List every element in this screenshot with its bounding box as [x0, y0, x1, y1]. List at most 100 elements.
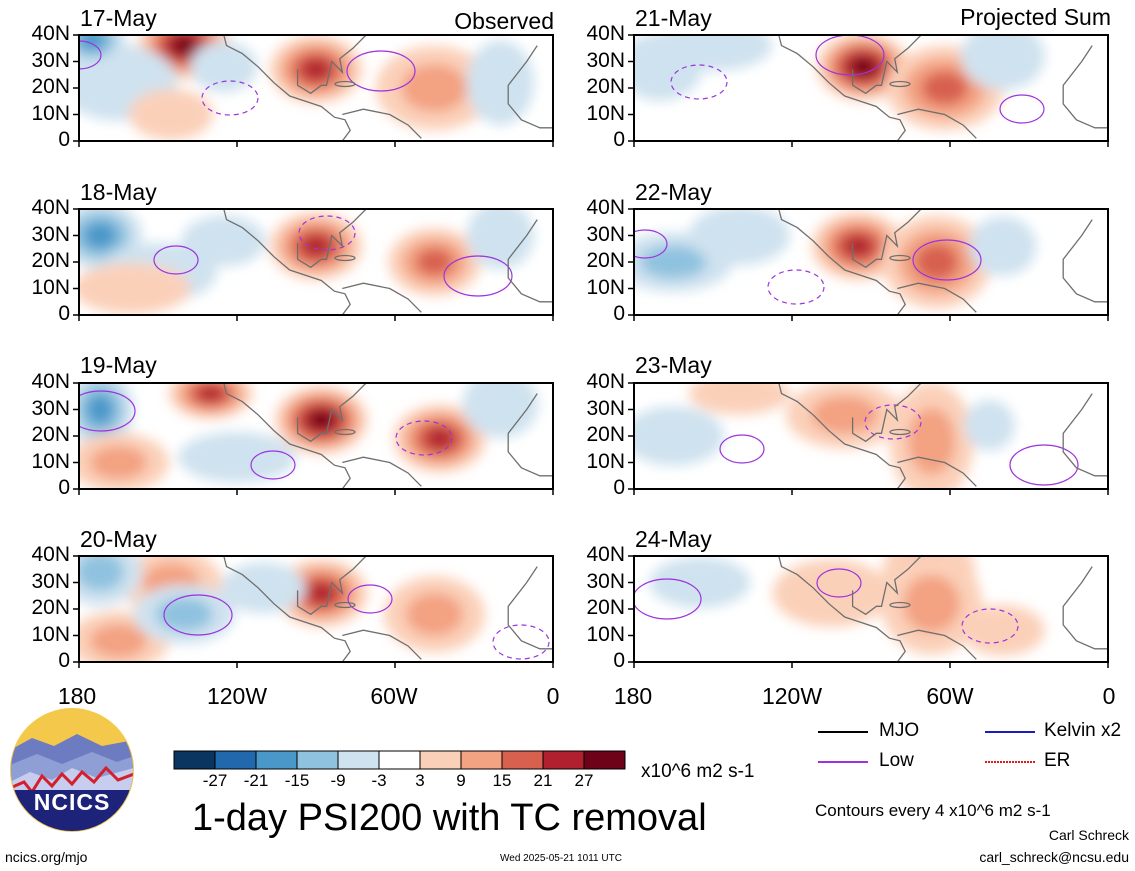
lon-label-left-0: 180 — [57, 683, 97, 709]
lat-label-r2-c1-2: 20N — [586, 423, 625, 446]
anomaly-blob-22-May-2-1 — [640, 245, 707, 279]
lon-label-right-1: 120W — [761, 683, 823, 709]
lat-label-r3-c0-4: 0 — [58, 649, 70, 672]
anomaly-blob-24-May-3-0 — [649, 557, 751, 608]
ncics-logo: NCICS — [10, 708, 134, 832]
lat-label-r2-c0-2: 20N — [31, 423, 70, 446]
contour-18-May-1 — [298, 215, 356, 251]
coast-cuba-19-May — [334, 428, 356, 436]
lat-label-r1-c0-3: 10N — [31, 275, 70, 299]
coast-americas-west-22-May — [778, 209, 906, 315]
colorbar-label-2: -15 — [284, 771, 310, 790]
observed-tag: Observed — [454, 8, 554, 34]
contour-note: Contours every 4 x10^6 m2 s-1 — [815, 801, 1051, 820]
lat-label-r1-c0-0: 40N — [31, 196, 70, 219]
footer-url[interactable]: ncics.org/mjo — [5, 849, 88, 865]
coast-africa-20-May — [507, 566, 553, 650]
legend-label-er: ER — [1044, 750, 1071, 771]
coast-cuba-21-May — [889, 80, 911, 88]
projected-tag: Projected Sum — [960, 4, 1111, 30]
lat-label-r3-c1-3: 10N — [586, 622, 625, 646]
lon-label-right-0: 180 — [613, 683, 653, 709]
anomaly-blob-18-May-0-3 — [301, 235, 331, 257]
lat-label-r0-c0-3: 10N — [31, 101, 70, 125]
coast-sa-north-20-May — [342, 629, 422, 660]
legend-label-kelvin: Kelvin x2 — [1044, 720, 1122, 741]
map-panel-19-May — [73, 382, 554, 495]
contour-24-May-1 — [961, 608, 1019, 644]
anomaly-blob-20-May-2-1 — [405, 592, 464, 636]
anomaly-blob-24-May-2-0 — [772, 559, 891, 628]
colorbar-box-0 — [173, 750, 216, 770]
anomaly-blob-17-May-1-4 — [172, 37, 196, 54]
colorbar-box-6 — [419, 750, 462, 770]
legend-label-low: Low — [879, 750, 914, 771]
contour-20-May-1 — [492, 624, 550, 660]
panel-date-7: 24-May — [635, 526, 712, 552]
contour-17-May-1 — [201, 80, 259, 116]
contour-24-May-2 — [634, 578, 702, 620]
colorbar-box-8 — [501, 750, 544, 770]
lon-label-left-3: 0 — [546, 683, 560, 709]
anomaly-blob-23-May-1-1 — [811, 395, 879, 434]
panel-date-6: 23-May — [635, 352, 712, 378]
lat-label-r1-c0-4: 0 — [58, 302, 70, 325]
anomaly-blob-23-May-3-0 — [964, 399, 1015, 451]
contour-20-May-0 — [347, 584, 393, 614]
anomaly-blob-20-May-5-1 — [155, 597, 213, 632]
lat-label-r3-c1-1: 30N — [586, 569, 625, 593]
coast-gulf-19-May — [296, 383, 368, 443]
anomaly-blob-24-May-4-0 — [960, 604, 1045, 656]
anomaly-blob-17-May-5-0 — [466, 40, 535, 126]
lat-label-r0-c0-4: 0 — [58, 128, 70, 151]
anomaly-blob-19-May-2-3 — [197, 385, 224, 402]
lat-label-r0-c1-2: 20N — [586, 75, 625, 98]
map-panels — [73, 34, 1109, 668]
colorbar-label-4: -3 — [371, 771, 387, 790]
coast-gulf-22-May — [851, 209, 923, 269]
anomaly-blob-23-May-4-0 — [688, 383, 790, 415]
anomaly-blob-17-May-7-0 — [129, 89, 214, 140]
lat-label-r2-c1-1: 30N — [586, 396, 625, 420]
lat-label-r1-c1-0: 40N — [586, 196, 625, 219]
colorbar-box-5 — [378, 750, 421, 770]
anomaly-blob-18-May-6-0 — [79, 263, 191, 314]
lat-label-r1-c1-4: 0 — [613, 302, 625, 325]
coast-gulf-21-May — [851, 35, 923, 95]
contour-21-May-0 — [999, 94, 1045, 124]
lat-label-r2-c0-4: 0 — [58, 476, 70, 499]
lat-label-r1-c0-1: 30N — [31, 222, 70, 246]
panel-date-3: 20-May — [80, 526, 157, 552]
lat-label-r1-c1-1: 30N — [586, 222, 625, 246]
colorbar-label-1: -21 — [243, 771, 269, 790]
coast-africa-17-May — [507, 45, 553, 129]
coast-gulf-24-May — [851, 556, 923, 616]
map-panel-17-May — [73, 34, 554, 147]
anomaly-blob-21-May-1-2 — [921, 71, 968, 105]
coast-sa-north-18-May — [342, 282, 422, 313]
lat-label-r3-c1-2: 20N — [586, 596, 625, 619]
map-panel-22-May — [628, 208, 1109, 321]
coast-cuba-20-May — [334, 601, 356, 609]
panel-date-1: 18-May — [80, 179, 157, 205]
anomaly-blob-19-May-3-2 — [86, 394, 114, 425]
coast-americas-west-18-May — [223, 209, 351, 315]
map-panel-18-May — [73, 208, 554, 321]
anomaly-blob-22-May-1-2 — [915, 243, 959, 281]
lat-label-r1-c0-2: 20N — [31, 249, 70, 272]
coast-cuba-18-May — [334, 254, 356, 262]
panel-date-5: 22-May — [635, 179, 712, 205]
anomaly-blob-18-May-4-0 — [181, 215, 266, 267]
anomaly-blob-19-May-6-0 — [178, 431, 296, 483]
contour-21-May-2 — [815, 35, 885, 76]
anomaly-blob-22-May-4-0 — [968, 216, 1037, 276]
anomaly-blob-20-May-4-1 — [89, 624, 148, 658]
lat-label-r1-c1-2: 20N — [586, 249, 625, 272]
contour-18-May-0 — [153, 245, 199, 275]
lat-label-r3-c0-3: 10N — [31, 622, 70, 646]
colorbar-box-4 — [337, 750, 380, 770]
footer-email[interactable]: carl_schreck@ncsu.edu — [979, 849, 1129, 865]
anomaly-blob-17-May-6-2 — [79, 35, 106, 51]
coast-sa-north-19-May — [342, 456, 422, 487]
